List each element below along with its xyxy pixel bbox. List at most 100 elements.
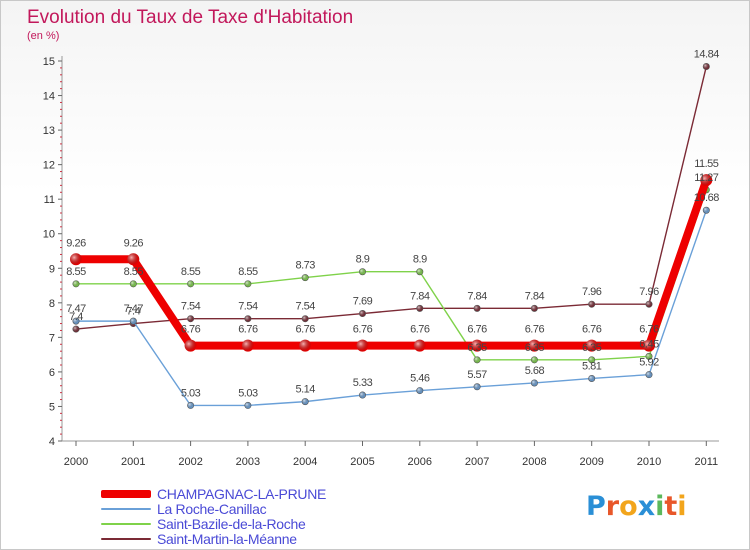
data-label-la-roche-canillac: 10.68 — [694, 192, 719, 204]
legend-item-la-roche-canillac[interactable]: La Roche-Canillac — [101, 500, 326, 517]
legend-item-saint-martin[interactable]: Saint-Martin-la-Méanne — [101, 531, 326, 547]
data-point-shine — [531, 379, 538, 387]
data-point-shine — [130, 317, 137, 325]
data-label-champagnac-la-prune: 6.76 — [181, 324, 201, 336]
data-label-la-roche-canillac: 5.81 — [582, 360, 602, 372]
x-tick-label: 2008 — [522, 456, 546, 468]
data-point-shine — [302, 315, 309, 322]
data-point-shine — [588, 301, 595, 308]
y-tick-label: 11 — [44, 194, 55, 206]
legend-item-champagnac[interactable]: CHAMPAGNAC-LA-PRUNE — [101, 486, 326, 502]
data-label-saint-bazile-de-la-roche: 11.27 — [694, 172, 719, 184]
data-point-shine — [302, 398, 309, 405]
data-point-shine — [70, 253, 82, 266]
data-label-champagnac-la-prune: 9.26 — [124, 237, 144, 249]
data-label-champagnac-la-prune: 6.76 — [353, 324, 373, 336]
data-label-saint-bazile-de-la-roche: 8.55 — [181, 266, 201, 278]
x-tick-label: 2006 — [408, 456, 432, 468]
data-point-shine — [299, 339, 312, 352]
y-axis-unit-label: (en %) — [27, 30, 60, 42]
data-label-champagnac-la-prune: 6.76 — [295, 324, 315, 336]
data-label-saint-martin-la-meanne: 7.84 — [525, 290, 545, 302]
x-tick-label: 2005 — [350, 456, 374, 468]
series-lines — [70, 63, 713, 409]
logo-letter: i — [677, 491, 687, 522]
logo-letter: P — [586, 491, 606, 522]
y-tick-label: 7 — [49, 332, 55, 344]
data-point-shine — [473, 305, 481, 312]
data-point-shine — [585, 339, 598, 352]
legend-item-saint-bazile[interactable]: Saint-Bazile-de-la-Roche — [101, 516, 326, 532]
x-tick-label: 2011 — [694, 456, 718, 468]
x-tick-label: 2010 — [637, 456, 661, 468]
data-label-champagnac-la-prune: 6.76 — [525, 324, 545, 336]
data-label-saint-martin-la-meanne: 7.4 — [69, 311, 83, 323]
data-point-shine — [244, 280, 252, 288]
y-tick-label: 6 — [49, 367, 55, 379]
data-point-shine — [413, 339, 426, 352]
logo-letter: x — [637, 491, 656, 522]
x-tick-label: 2001 — [121, 456, 145, 468]
legend-swatch-champagnac — [101, 489, 151, 498]
data-label-la-roche-canillac: 7.47 — [124, 303, 144, 315]
data-label-saint-bazile-de-la-roche: 6.35 — [525, 342, 545, 354]
data-point-shine — [700, 174, 713, 187]
chart-title: Evolution du Taux de Taxe d'Habitation — [27, 7, 354, 28]
data-point-shine — [72, 325, 80, 333]
x-tick-label: 2000 — [64, 456, 88, 468]
data-label-saint-bazile-de-la-roche: 8.55 — [66, 266, 86, 278]
data-label-saint-martin-la-meanne: 7.4 — [126, 306, 140, 318]
data-point-shine — [356, 339, 369, 352]
legend-swatch-la-roche-canillac — [101, 507, 151, 510]
series-line-saint-bazile-de-la-roche — [75, 189, 707, 361]
y-tick-label: 8 — [49, 298, 55, 310]
proxiti-logo: Proxiti — [586, 491, 687, 522]
data-label-champagnac-la-prune: 6.76 — [582, 324, 602, 336]
data-point-shine — [473, 383, 481, 390]
data-point-shine — [241, 339, 254, 352]
data-point-shine — [471, 339, 484, 352]
data-label-saint-bazile-de-la-roche: 6.35 — [467, 342, 487, 354]
data-point-shine — [72, 317, 80, 325]
data-point-shine — [359, 268, 366, 275]
data-labels: 7.4 7.4 7.54 7.54 7.54 7.69 7.84 7.84 7.84 7.96 7.… — [66, 49, 719, 400]
x-tick-label: 2009 — [579, 456, 603, 468]
data-label-champagnac-la-prune: 6.76 — [639, 324, 659, 336]
data-label-saint-martin-la-meanne: 7.96 — [639, 286, 659, 298]
y-tick-label: 4 — [49, 436, 55, 448]
x-tick-label: 2003 — [236, 456, 260, 468]
data-label-saint-martin-la-meanne: 7.54 — [181, 301, 201, 313]
logo-letter: t — [664, 491, 678, 522]
data-point-shine — [184, 339, 197, 352]
data-label-saint-martin-la-meanne: 7.84 — [410, 290, 430, 302]
y-tick-label: 13 — [43, 125, 55, 137]
data-label-la-roche-canillac: 5.68 — [525, 365, 545, 377]
data-point-shine — [359, 310, 366, 317]
data-label-champagnac-la-prune: 6.76 — [410, 324, 430, 336]
data-label-champagnac-la-prune: 11.55 — [694, 158, 719, 170]
data-point-shine — [588, 375, 595, 382]
legend-swatch-saint-bazile — [101, 522, 151, 525]
data-point-shine — [473, 356, 481, 364]
series-line-champagnac-la-prune — [72, 176, 711, 350]
data-point-shine — [531, 356, 538, 364]
data-point-shine — [187, 280, 194, 288]
data-label-la-roche-canillac: 5.57 — [467, 369, 487, 381]
data-label-saint-martin-la-meanne: 7.96 — [582, 286, 602, 298]
data-point-shine — [244, 315, 252, 322]
data-point-shine — [703, 207, 710, 214]
data-label-la-roche-canillac: 5.14 — [295, 384, 315, 396]
y-tick-label: 12 — [43, 160, 55, 172]
data-label-saint-martin-la-meanne: 7.84 — [467, 290, 487, 302]
data-label-la-roche-canillac: 7.47 — [66, 303, 86, 315]
data-point-shine — [359, 391, 366, 399]
data-point-shine — [531, 305, 538, 312]
data-point-shine — [127, 253, 140, 266]
legend-label-la-roche-canillac: La Roche-Canillac — [157, 500, 267, 517]
data-label-saint-bazile-de-la-roche: 8.73 — [295, 260, 315, 272]
logo-letter: r — [605, 491, 620, 522]
data-label-saint-bazile-de-la-roche: 6.45 — [639, 338, 659, 350]
data-point-shine — [187, 315, 194, 322]
